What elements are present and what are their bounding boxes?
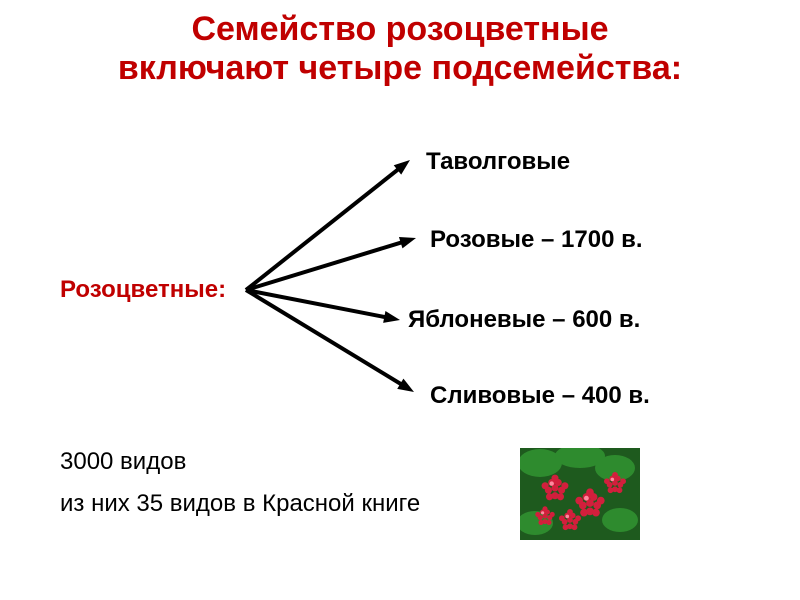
title-line-1: Семейство розоцветные xyxy=(191,10,608,48)
raspberry-image xyxy=(520,448,640,540)
title-line-2: включают четыре подсемейства: xyxy=(118,49,682,87)
slide-title: Семейство розоцветные включают четыре по… xyxy=(0,10,800,88)
subfamily-0: Таволговые xyxy=(426,148,570,176)
footer-line-2: из них 35 видов в Красной книге xyxy=(60,490,420,518)
root-label: Розоцветные: xyxy=(60,276,226,304)
subfamily-3: Сливовые – 400 в. xyxy=(430,382,650,410)
footer-line-1: 3000 видов xyxy=(60,448,186,476)
subfamily-2: Яблоневые – 600 в. xyxy=(408,306,640,334)
slide: Семейство розоцветные включают четыре по… xyxy=(0,0,800,600)
subfamily-1: Розовые – 1700 в. xyxy=(430,226,643,254)
